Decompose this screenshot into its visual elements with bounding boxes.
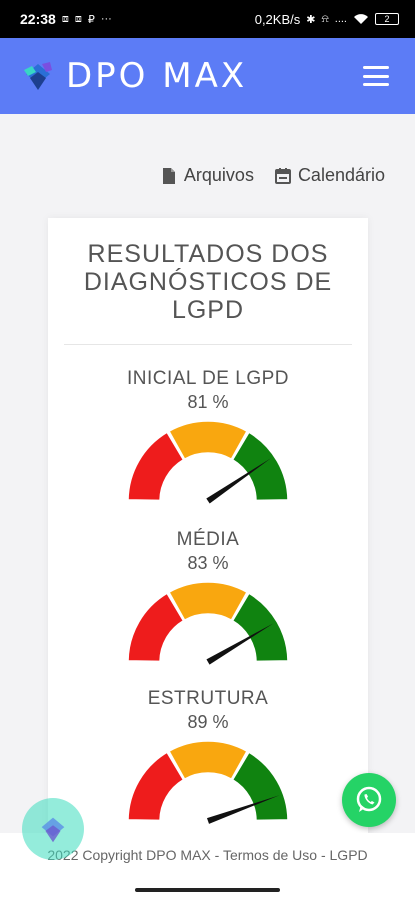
bluetooth-icon: ✱ bbox=[306, 13, 316, 26]
status-right: 0,2KB/s ✱ ⍾ .... 2 bbox=[255, 12, 399, 27]
gauge-label: ESTRUTURA bbox=[147, 688, 269, 709]
calendar-link[interactable]: Calendário bbox=[274, 165, 385, 186]
menu-line-icon bbox=[363, 66, 389, 69]
menu-button[interactable] bbox=[363, 66, 389, 86]
whatsapp-button[interactable] bbox=[342, 773, 396, 827]
gauge-chart bbox=[127, 581, 289, 665]
whatsapp-icon bbox=[356, 786, 382, 812]
gauge-segment-amber bbox=[167, 581, 249, 622]
status-left: 22:38 ⧈ ⧈ ₽ ··· bbox=[20, 11, 112, 27]
more-notifications-icon: ··· bbox=[100, 13, 112, 25]
gauge-label: MÉDIA bbox=[176, 529, 240, 550]
system-home-indicator[interactable] bbox=[135, 888, 280, 892]
app-bar: DPO MAX bbox=[0, 38, 415, 114]
payment-icon: ₽ bbox=[87, 13, 95, 26]
brand[interactable]: DPO MAX bbox=[20, 56, 247, 96]
gauge-segment-green bbox=[231, 592, 289, 663]
files-link[interactable]: Arquivos bbox=[160, 165, 254, 186]
notification-icon: ⧈ bbox=[74, 12, 82, 25]
footer: 2022 Copyright DPO MAX - Termos de Uso -… bbox=[0, 833, 415, 900]
brand-name: DPO MAX bbox=[66, 56, 248, 96]
footer-text: 2022 Copyright DPO MAX - Termos de Uso -… bbox=[47, 847, 368, 863]
gauge-estrutura: ESTRUTURA 89 % bbox=[48, 688, 368, 825]
gauge-needle bbox=[206, 623, 274, 665]
files-link-label: Arquivos bbox=[183, 165, 254, 185]
gauge-media: MÉDIA 83 % bbox=[48, 529, 368, 666]
status-bar: 22:38 ⧈ ⧈ ₽ ··· 0,2KB/s ✱ ⍾ .... 2 bbox=[0, 0, 415, 38]
gauge-segment-green bbox=[231, 431, 289, 502]
gauge-label: INICIAL DE LGPD bbox=[126, 368, 289, 389]
menu-line-icon bbox=[363, 74, 389, 78]
gauge-chart bbox=[127, 420, 289, 504]
battery-level: 2 bbox=[384, 13, 390, 24]
wifi-icon bbox=[354, 14, 368, 24]
gauge-value: 89 % bbox=[187, 712, 229, 732]
diagnostics-card: RESULTADOS DOS DIAGNÓSTICOS DE LGPD INIC… bbox=[48, 218, 368, 858]
calendar-icon bbox=[274, 167, 291, 184]
menu-line-icon bbox=[363, 83, 389, 86]
file-icon bbox=[162, 167, 175, 184]
gauge-needle bbox=[206, 795, 280, 824]
alarm-icon: ⍾ bbox=[321, 12, 329, 25]
network-speed: 0,2KB/s bbox=[254, 11, 301, 27]
dpo-max-logo-icon bbox=[24, 62, 52, 90]
battery-icon: 2 bbox=[375, 13, 399, 25]
gauge-segment-amber bbox=[167, 740, 249, 781]
gauge-segment-red bbox=[127, 592, 185, 663]
floating-logo-button[interactable] bbox=[22, 798, 84, 860]
gauge-segment-amber bbox=[167, 420, 249, 461]
gauge-inicial: INICIAL DE LGPD 81 % bbox=[48, 368, 368, 505]
notification-icon: ⧈ bbox=[61, 12, 69, 25]
card-divider bbox=[64, 344, 352, 345]
top-links: Arquivos Calendário bbox=[160, 165, 385, 186]
gauge-segment-red bbox=[127, 431, 185, 502]
gauge-needle bbox=[206, 458, 271, 504]
dpo-max-logo-icon bbox=[41, 817, 65, 843]
gauge-value: 81 % bbox=[187, 392, 229, 412]
status-time: 22:38 bbox=[20, 11, 56, 27]
signal-icon: .... bbox=[334, 13, 347, 25]
gauge-chart bbox=[127, 740, 289, 824]
card-title: RESULTADOS DOS DIAGNÓSTICOS DE LGPD bbox=[83, 240, 333, 324]
calendar-link-label: Calendário bbox=[297, 165, 385, 185]
gauge-segment-green bbox=[231, 751, 289, 822]
gauge-value: 83 % bbox=[187, 553, 229, 573]
gauge-segment-red bbox=[127, 751, 185, 822]
